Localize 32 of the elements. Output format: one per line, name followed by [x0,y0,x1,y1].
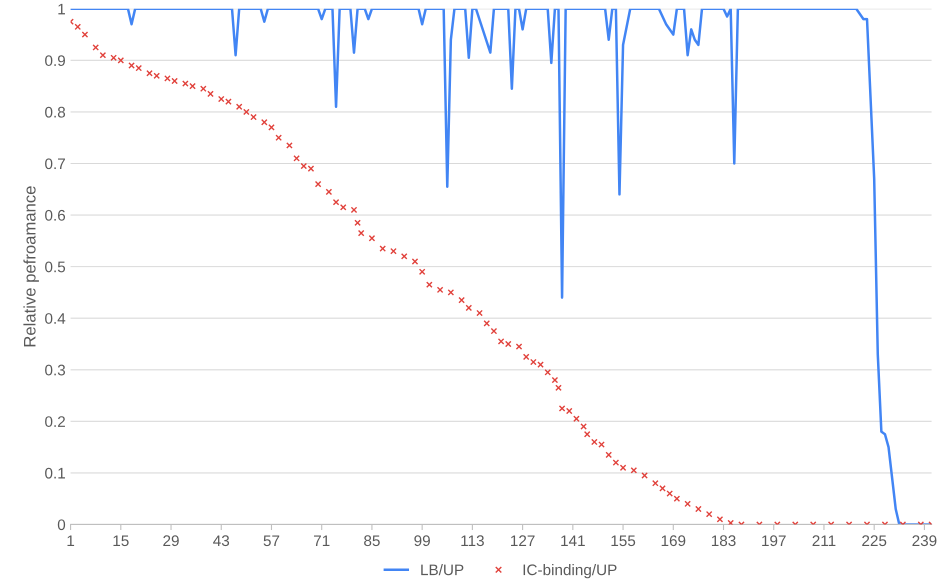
x-tick-label: 141 [561,535,585,546]
y-axis-title: Relative pefroamance [23,186,39,346]
x-tick-label: 239 [912,535,936,546]
x-tick-label: 71 [314,535,330,546]
y-tick-label: 0.4 [45,313,66,324]
x-tick-label: 113 [461,535,484,546]
legend-label: LB/UP [421,564,464,576]
y-tick-label: 0 [58,519,66,530]
y-tick-label: 0.2 [45,416,65,428]
x-tick-label: 43 [213,535,230,546]
legend-label: IC-binding/UP [524,564,617,578]
x-tick-label: 127 [511,535,535,546]
x-tick-label: 57 [264,535,280,546]
x-tick-label: 183 [712,535,736,546]
x-tick-label: 15 [113,535,129,546]
x-tick-label: 169 [662,535,686,546]
y-tick-label: 0.3 [45,364,66,376]
y-tick-label: 0.9 [45,55,65,66]
x-tick-label: 197 [762,535,786,546]
x-tick-label: 29 [163,535,179,546]
x-tick-label: 85 [364,535,380,546]
y-tick-label: 0.7 [45,158,65,170]
y-tick-label: 0.5 [45,262,66,272]
x-tick-label: 99 [414,535,430,546]
y-tick-label: 1 [58,4,65,14]
x-tick-label: 1 [67,535,74,546]
x-tick-label: 225 [862,535,886,546]
y-tick-label: 0.8 [45,106,66,118]
y-tick-label: 0.6 [45,210,66,221]
y-tick-label: 0.1 [45,468,65,479]
x-tick-label: 155 [611,535,636,546]
x-tick-label: 211 [812,535,836,546]
